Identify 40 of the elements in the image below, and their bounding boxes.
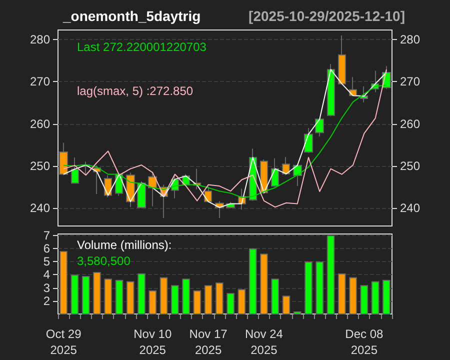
candlestick bbox=[59, 142, 68, 176]
y-tick-label: 3 bbox=[43, 280, 50, 295]
candlestick bbox=[304, 128, 313, 154]
candlestick bbox=[71, 156, 79, 184]
candlestick bbox=[148, 172, 157, 207]
y-tick-label: 5 bbox=[43, 254, 50, 269]
annotation: Volume (millions): bbox=[77, 238, 172, 252]
x-tick-label: Dec 08 2025 bbox=[345, 327, 384, 357]
y-tick-label: 2 bbox=[43, 294, 50, 308]
y2-tick-label: 240 bbox=[400, 200, 420, 215]
x-tick-label: Nov 17 2025 bbox=[189, 327, 228, 357]
y-tick-label: 280 bbox=[30, 32, 50, 47]
y2-tick-label: 270 bbox=[400, 74, 420, 89]
x-tick-label: Oct 29 2025 bbox=[46, 327, 82, 357]
candlestick bbox=[271, 158, 279, 188]
y-tick-label: 7 bbox=[43, 228, 50, 242]
annotation: Last 272.220001220703 bbox=[77, 40, 207, 54]
y-tick-label: 260 bbox=[30, 116, 50, 131]
candlestick bbox=[137, 180, 146, 209]
y2-tick-label: 250 bbox=[400, 158, 420, 173]
candlestick bbox=[204, 186, 212, 203]
x-tick-label: Nov 24 2025 bbox=[244, 327, 284, 357]
annotation: lag(smax, 5) :272.850 bbox=[77, 84, 194, 98]
y2-tick-label: 260 bbox=[400, 116, 420, 131]
y-tick-label: 270 bbox=[30, 74, 50, 89]
candlestick bbox=[360, 86, 368, 103]
y2-tick-label: 280 bbox=[400, 32, 420, 47]
line-series bbox=[63, 84, 387, 198]
y-tick-label: 240 bbox=[30, 200, 50, 215]
line-series bbox=[63, 69, 387, 208]
candlestick bbox=[338, 34, 346, 85]
chart-title: _onemonth_5daytrig bbox=[62, 8, 201, 24]
y-tick-label: 250 bbox=[30, 158, 50, 173]
chart-subtitle: [2025-10-29/2025-12-10] bbox=[248, 8, 406, 24]
y-tick-label: 6 bbox=[43, 241, 50, 256]
y-tick-label: 4 bbox=[43, 268, 50, 282]
x-tick-label: Nov 10 2025 bbox=[134, 327, 172, 357]
annotation: 3,580,500 bbox=[77, 254, 131, 268]
candlestick bbox=[315, 118, 324, 137]
candlestick bbox=[327, 64, 335, 117]
